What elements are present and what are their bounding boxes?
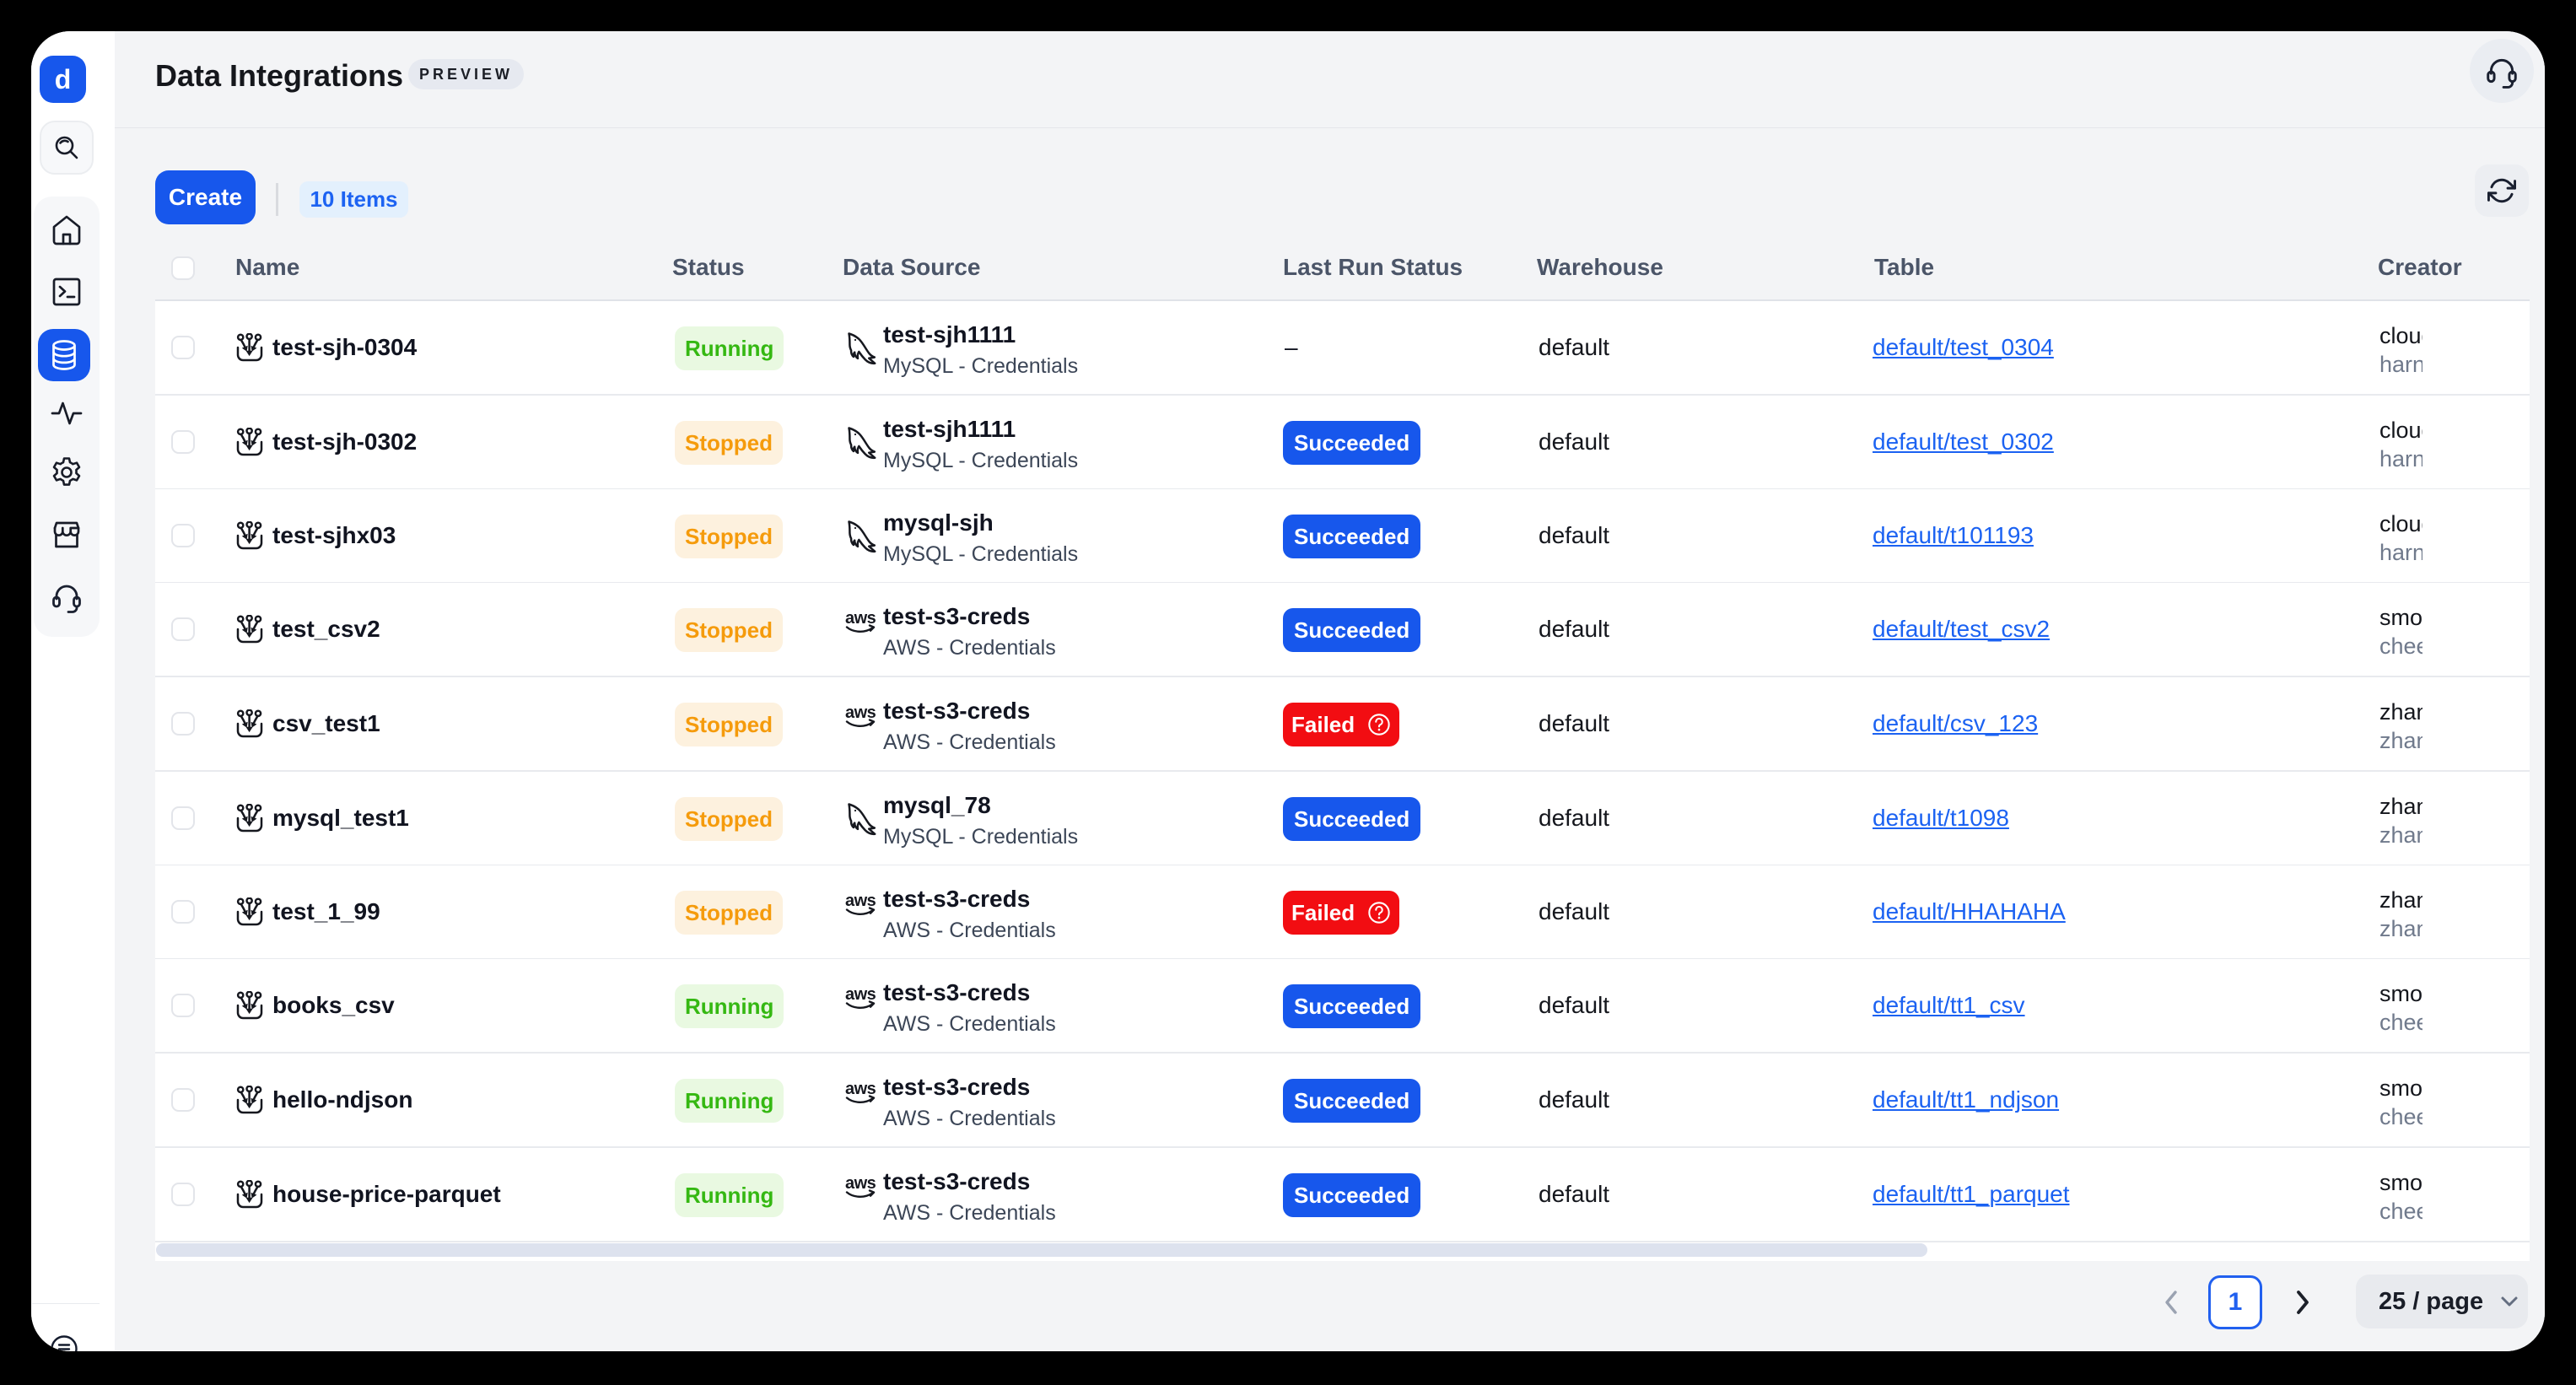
svg-text:aws: aws [845, 1175, 876, 1193]
svg-text:aws: aws [845, 1081, 876, 1098]
svg-text:aws: aws [845, 704, 876, 722]
svg-text:aws: aws [845, 610, 876, 628]
svg-text:aws: aws [845, 986, 876, 1004]
svg-text:aws: aws [845, 892, 876, 910]
